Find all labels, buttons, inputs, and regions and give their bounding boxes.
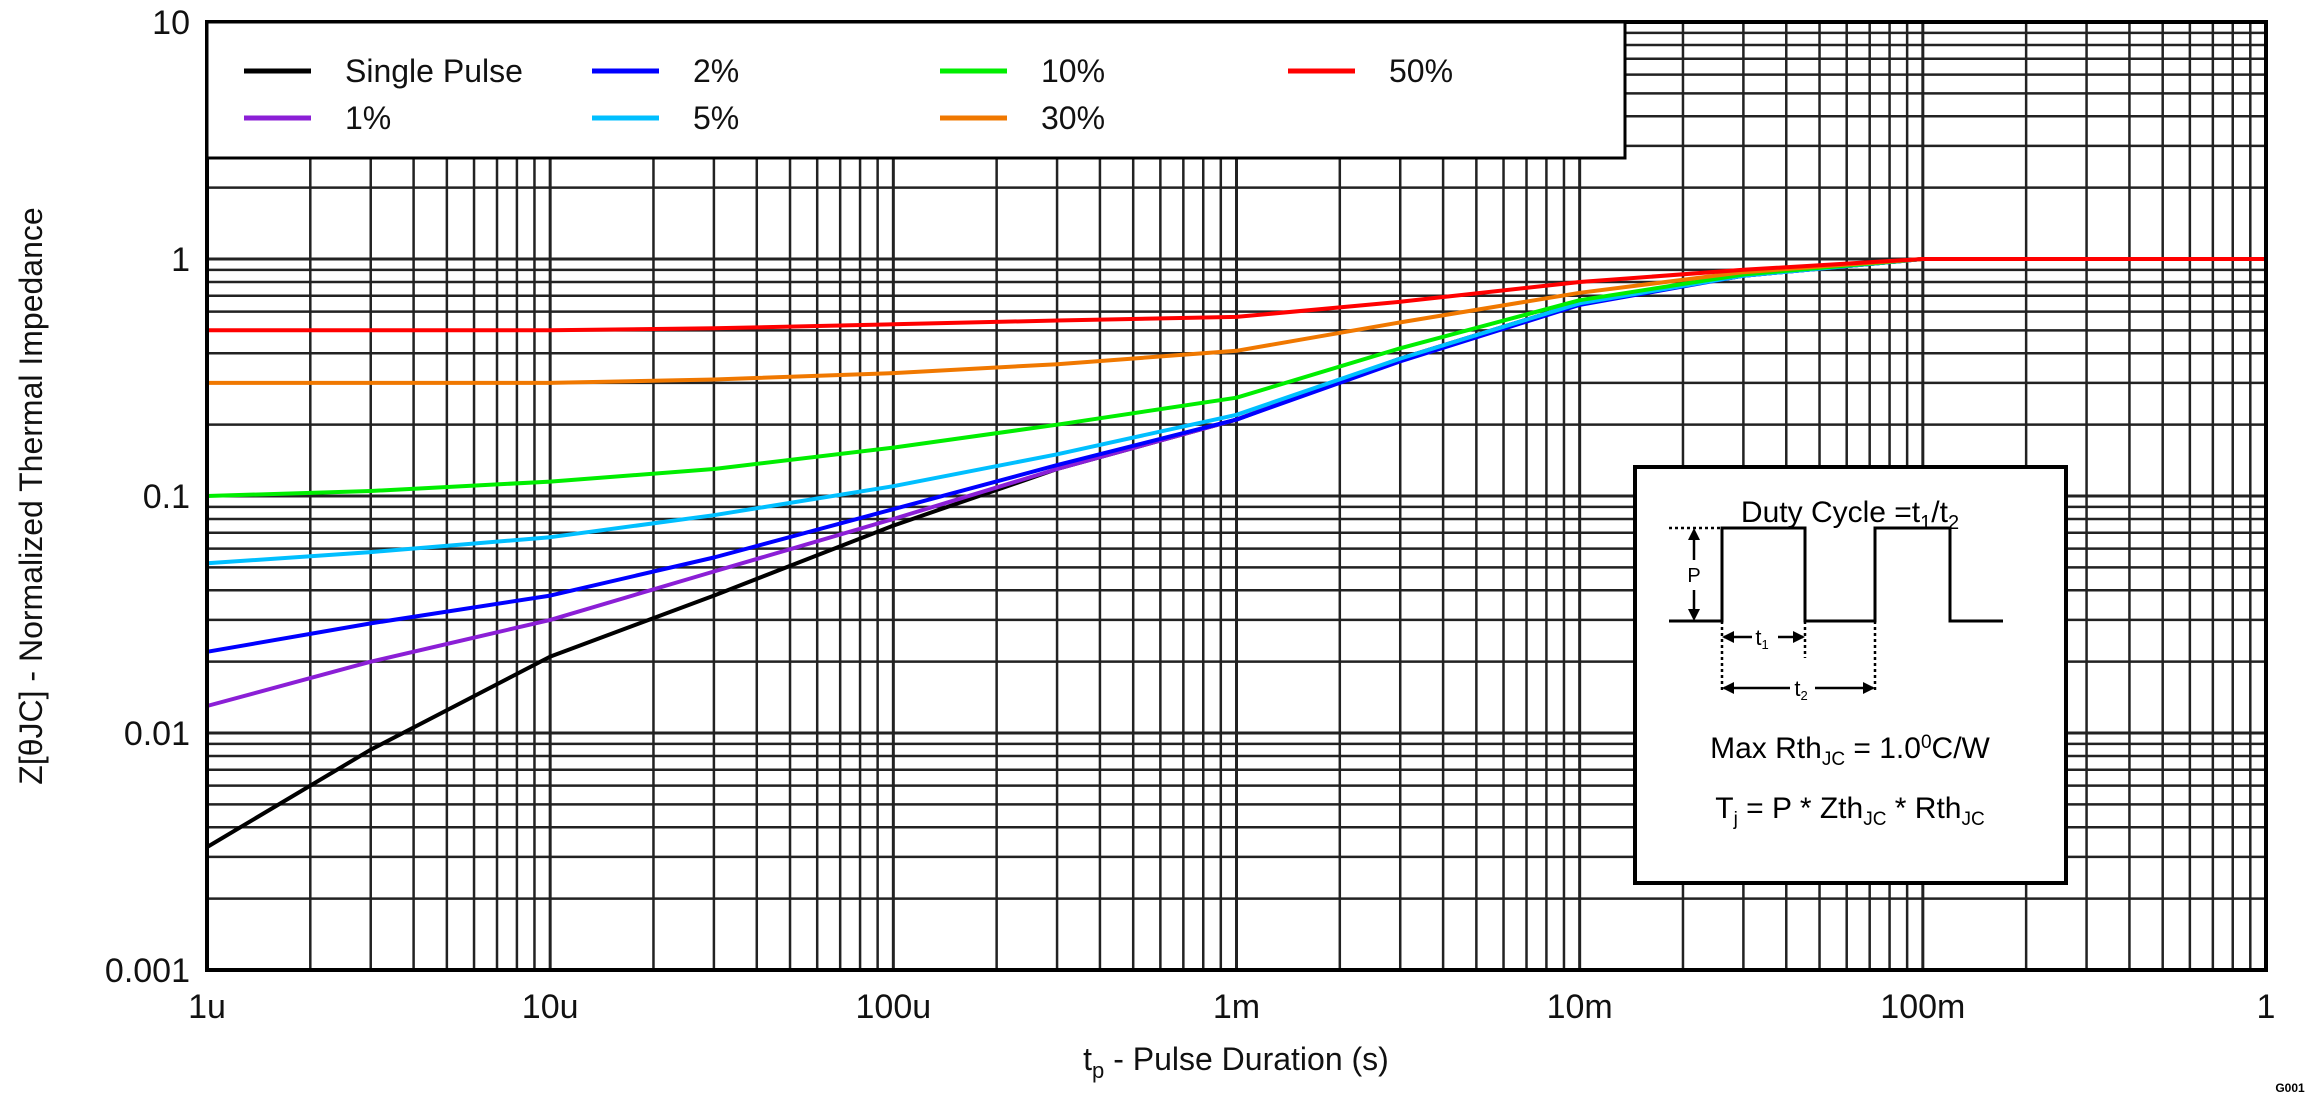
- legend-label: 1%: [345, 100, 391, 136]
- duty-cycle-formula: Duty Cycle =t1/t2: [1741, 496, 1959, 534]
- x-tick-label: 10u: [522, 988, 579, 1026]
- t1-label: t1: [1755, 625, 1768, 652]
- y-tick-labels: 10 1 0.1 0.01 0.001: [105, 4, 190, 990]
- legend-label: 5%: [693, 100, 739, 136]
- p-label: P: [1687, 565, 1700, 587]
- x-axis-label: tp - Pulse Duration (s): [1083, 1041, 1389, 1083]
- x-tick-label: 1: [2257, 988, 2276, 1026]
- legend-label: 10%: [1041, 53, 1105, 89]
- legend-label: 50%: [1389, 53, 1453, 89]
- x-tick-label: 100m: [1880, 988, 1965, 1026]
- legend-box: [205, 20, 1627, 160]
- legend-label: 2%: [693, 53, 739, 89]
- x-tick-label: 1m: [1213, 988, 1260, 1026]
- y-tick-label: 1: [171, 241, 190, 279]
- y-tick-label: 0.001: [105, 952, 190, 990]
- t2-label: t2: [1794, 676, 1807, 703]
- x-tick-label: 100u: [856, 988, 932, 1026]
- y-tick-label: 10: [152, 4, 190, 42]
- max-rth-text: Max RthJC = 1.00C/W: [1710, 732, 1990, 770]
- figure-id: G001: [2275, 1081, 2305, 1095]
- curves: [205, 257, 2266, 849]
- series-line-50-: [207, 257, 2266, 333]
- x-tick-label: 10m: [1547, 988, 1613, 1026]
- duty-cycle-inset: Duty Cycle =t1/t2 P t1 t2 Max RthJC = 1.…: [1633, 465, 2068, 885]
- y-tick-label: 0.01: [124, 715, 190, 753]
- legend: Single Pulse 2% 10% 50% 1% 5% 30%: [205, 20, 1627, 160]
- y-axis-label: Z[θJC] - Normalized Thermal Impedance: [13, 207, 49, 784]
- legend-label: Single Pulse: [345, 53, 523, 89]
- pulse-waveform: [1669, 526, 2003, 623]
- y-tick-label: 0.1: [143, 478, 190, 516]
- inset-box: [1633, 465, 2068, 885]
- legend-label: 30%: [1041, 100, 1105, 136]
- x-tick-label: 1u: [188, 988, 226, 1026]
- x-tick-labels: 1u 10u 100u 1m 10m 100m 1: [188, 988, 2275, 1026]
- tj-formula-text: Tj = P * ZthJC * RthJC: [1715, 792, 1984, 830]
